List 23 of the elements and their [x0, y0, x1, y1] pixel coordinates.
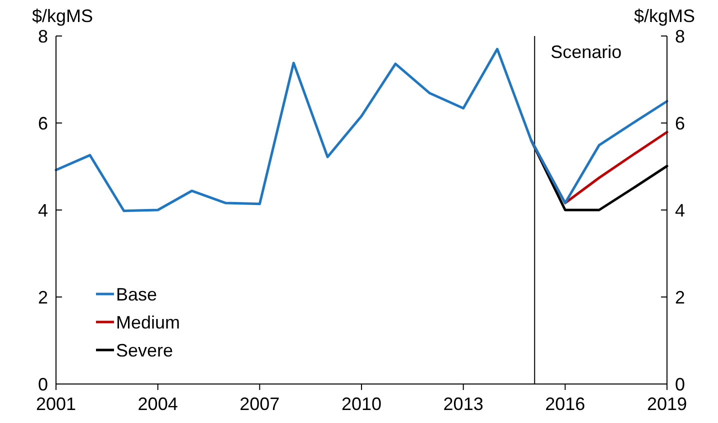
y-tick-label: 8	[38, 26, 48, 46]
x-tick-label: 2019	[646, 394, 688, 414]
legend-label: Base	[116, 284, 158, 304]
y2-axis-title: $/kgMS	[634, 6, 695, 26]
y2-tick-label: 8	[675, 26, 686, 46]
y-tick-label: 6	[38, 113, 48, 134]
x-tick-label: 2016	[545, 394, 586, 414]
y2-tick-label: 2	[675, 287, 686, 308]
x-tick-label: 2010	[341, 394, 382, 414]
ref-line-label: Scenario	[550, 42, 622, 62]
x-tick-label: 2007	[240, 394, 280, 414]
y2-tick-label: 0	[675, 374, 686, 394]
x-tick-label: 2013	[443, 394, 484, 414]
y2-tick-label: 4	[675, 200, 686, 220]
y2-tick-label: 6	[675, 113, 686, 134]
y-axis-title: $/kgMS	[32, 6, 94, 26]
y-tick-label: 2	[38, 287, 48, 308]
y-tick-label: 4	[38, 200, 48, 220]
y-tick-label: 0	[38, 374, 48, 394]
x-tick-label: 2001	[36, 394, 76, 414]
x-tick-label: 2004	[138, 394, 178, 414]
legend-label: Severe	[116, 340, 174, 360]
legend-label: Medium	[116, 312, 180, 332]
